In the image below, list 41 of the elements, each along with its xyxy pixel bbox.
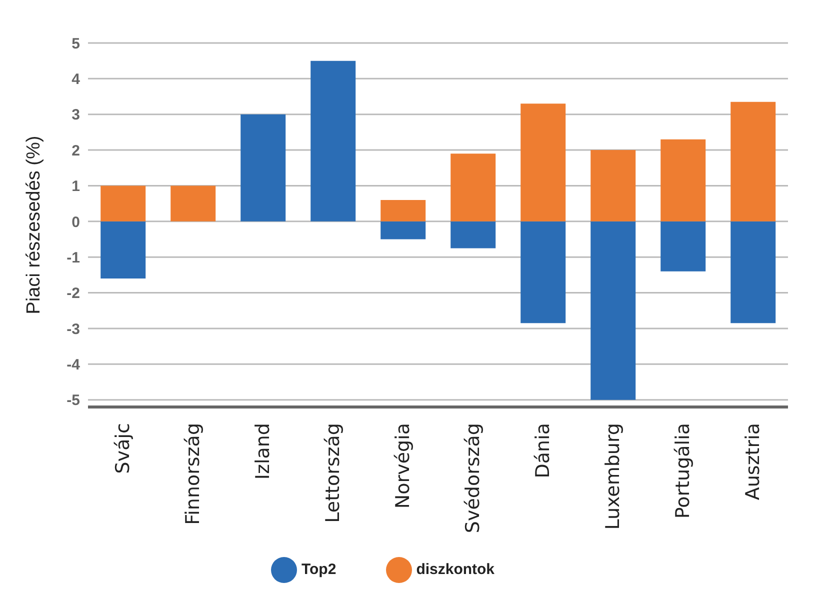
- y-axis-title: Piaci részesedés (%): [24, 136, 45, 314]
- bar: [100, 186, 146, 222]
- y-tick-label: 1: [72, 178, 80, 196]
- x-tick-label: Ausztria: [742, 423, 764, 500]
- y-tick-label: 4: [72, 71, 81, 88]
- x-tick-label: Svájc: [112, 423, 134, 474]
- bar: [520, 104, 566, 222]
- bar: [380, 200, 426, 222]
- y-tick-label: -3: [66, 320, 80, 338]
- x-tick-label: Izland: [252, 423, 274, 480]
- y-tick-label: 2: [72, 142, 80, 160]
- x-tick-label: Luxemburg: [602, 423, 624, 530]
- bar: [590, 150, 636, 222]
- y-tick-label: -2: [66, 285, 80, 302]
- bar: [170, 186, 216, 222]
- bar: [450, 221, 496, 248]
- bar: [730, 102, 776, 222]
- x-tick-label: Norvégia: [392, 423, 414, 509]
- bar: [380, 221, 426, 240]
- y-tick-label: 3: [72, 106, 80, 124]
- bar: [310, 60, 356, 222]
- y-tick-label: -4: [66, 356, 81, 374]
- bar: [660, 221, 706, 272]
- bar: [450, 154, 496, 222]
- bar: [730, 221, 776, 324]
- x-tick-label: Svédország: [462, 423, 484, 534]
- bar: [660, 139, 706, 222]
- bar: [590, 221, 636, 400]
- x-tick-label: Dánia: [532, 423, 554, 478]
- legend-label: Top2: [301, 561, 336, 578]
- y-tick-label: 5: [72, 35, 80, 52]
- bar: [100, 221, 146, 279]
- legend-label: diszkontok: [416, 561, 495, 578]
- x-tick-label: Finnország: [182, 423, 204, 525]
- bar: [240, 114, 286, 222]
- y-tick-label: -1: [66, 249, 80, 266]
- y-tick-label: -5: [66, 392, 80, 410]
- bar: [520, 221, 566, 324]
- x-tick-label: Lettország: [322, 423, 344, 523]
- y-tick-label: 0: [72, 214, 80, 231]
- x-tick-label: Portugália: [672, 423, 694, 519]
